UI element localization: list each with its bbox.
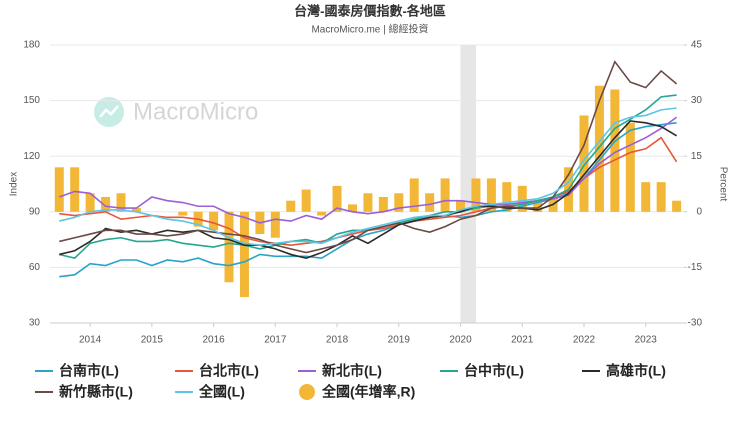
- bar: [332, 185, 342, 212]
- legend-label: 全國(L): [198, 384, 245, 400]
- bar: [656, 182, 666, 212]
- legend-item: 全國(L): [175, 384, 245, 400]
- bar: [270, 211, 280, 238]
- bar: [440, 178, 450, 212]
- y2-tick-label: -30: [688, 318, 703, 329]
- x-tick-label: 2019: [388, 335, 411, 346]
- bar: [347, 204, 357, 212]
- bar: [456, 200, 466, 212]
- legend-label: 台中市(L): [464, 363, 524, 379]
- bar: [224, 211, 234, 283]
- bar: [486, 178, 496, 212]
- x-tick-label: 2014: [79, 335, 102, 346]
- legend-label: 台南市(L): [59, 363, 119, 379]
- x-tick-label: 2023: [635, 335, 658, 346]
- bar: [471, 178, 481, 212]
- watermark: MacroMicro: [94, 97, 258, 127]
- bar: [85, 193, 95, 212]
- legend-item: 台中市(L): [440, 363, 524, 379]
- bar: [409, 178, 419, 212]
- chart-title: 台灣-國泰房價指數-各地區: [294, 3, 446, 18]
- legend-item: 全國(年增率,R): [299, 384, 415, 400]
- bar: [131, 208, 141, 212]
- y2-axis-title: Percent: [717, 167, 728, 202]
- legend-item: 台南市(L): [35, 363, 119, 379]
- y2-tick-label: 30: [691, 95, 703, 106]
- y-tick-label: 30: [29, 318, 41, 329]
- bar: [672, 200, 682, 212]
- legend-item: 新北市(L): [298, 363, 382, 379]
- legend-label: 台北市(L): [199, 363, 259, 379]
- shaded-range: [460, 45, 476, 323]
- x-tick-label: 2022: [573, 335, 596, 346]
- x-tick-label: 2016: [202, 335, 225, 346]
- y-tick-label: 90: [29, 206, 41, 217]
- bar: [178, 211, 188, 216]
- line: [59, 107, 677, 246]
- legend-label: 高雄市(L): [606, 363, 666, 379]
- legend-label: 全國(年增率,R): [321, 384, 415, 400]
- bar: [317, 211, 327, 216]
- watermark-icon: [94, 97, 124, 127]
- bar: [239, 211, 249, 298]
- y2-tick-label: 45: [691, 40, 703, 51]
- legend-item: 高雄市(L): [582, 363, 666, 379]
- x-tick-label: 2017: [264, 335, 287, 346]
- line: [59, 120, 678, 259]
- bar: [116, 193, 126, 212]
- bar: [394, 193, 404, 212]
- bar: [378, 196, 388, 212]
- bar: [533, 200, 543, 212]
- y2-tick-label: -15: [688, 262, 703, 273]
- y-axis-title: Index: [9, 172, 20, 196]
- bar: [101, 196, 111, 212]
- x-tick-label: 2015: [141, 335, 164, 346]
- x-tick-label: 2021: [511, 335, 534, 346]
- y-tick-label: 60: [29, 262, 41, 273]
- legend-item: 台北市(L): [175, 363, 259, 379]
- bar: [502, 182, 512, 212]
- chart-subtitle: MacroMicro.me | 總經投資: [311, 23, 428, 36]
- bar: [625, 122, 635, 212]
- watermark-icon-line: [99, 105, 119, 118]
- bar: [610, 89, 620, 212]
- y-tick-label: 180: [23, 40, 40, 51]
- bar: [286, 200, 296, 212]
- bar: [209, 211, 219, 231]
- bar: [641, 182, 651, 212]
- bar: [594, 85, 604, 212]
- watermark-text: MacroMicro: [133, 98, 258, 125]
- bar: [517, 185, 527, 212]
- bar: [70, 167, 80, 212]
- bar: [54, 167, 64, 212]
- y-tick-label: 150: [23, 95, 40, 106]
- legend-label: 新竹縣市(L): [59, 384, 133, 400]
- bar: [301, 189, 311, 212]
- y2-tick-label: 0: [696, 206, 702, 217]
- line: [58, 116, 678, 224]
- x-tick-label: 2018: [326, 335, 349, 346]
- legend-item: 新竹縣市(L): [35, 384, 133, 400]
- bar: [363, 193, 373, 212]
- y-tick-label: 120: [23, 151, 40, 162]
- bar: [579, 115, 589, 212]
- x-tick-label: 2020: [449, 335, 472, 346]
- legend-label: 新北市(L): [322, 363, 382, 379]
- y2-tick-label: 15: [691, 151, 703, 162]
- line: [59, 60, 678, 254]
- legend-marker: [299, 384, 315, 400]
- bar: [425, 193, 435, 212]
